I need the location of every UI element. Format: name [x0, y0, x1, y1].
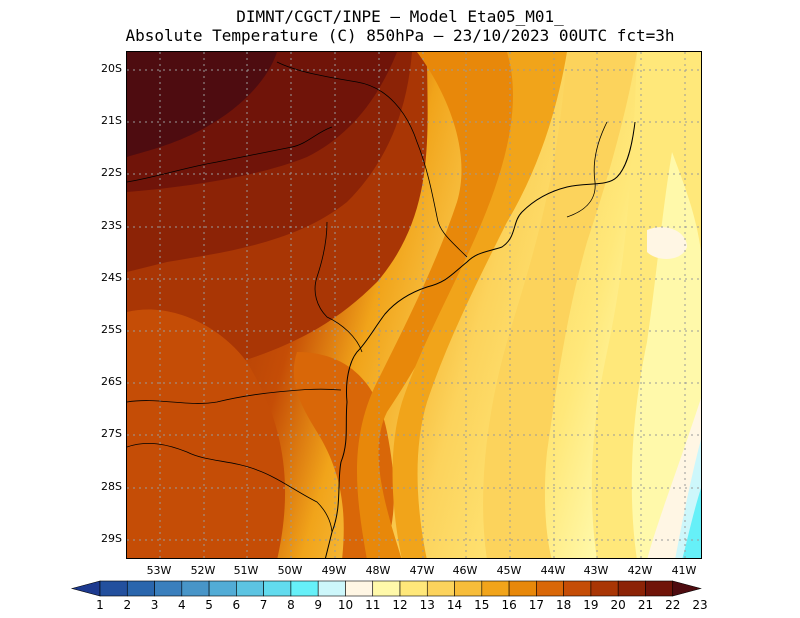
colorbar-label: 22 — [665, 598, 681, 612]
colorbar-swatch — [399, 580, 428, 597]
colorbar-swatch — [99, 580, 128, 597]
colorbar-label: 10 — [337, 598, 354, 612]
state-borders — [127, 61, 608, 533]
colorbar-swatch — [481, 580, 510, 597]
lat-label-29s: 29S — [101, 532, 122, 545]
lon-label-42w: 42W — [627, 564, 653, 577]
lat-label-28s: 28S — [101, 480, 122, 493]
colorbar-arrow-right — [672, 580, 702, 597]
lon-label-50w: 50W — [277, 564, 303, 577]
lon-label-41w: 41W — [671, 564, 697, 577]
contour-20c-sw — [127, 309, 286, 558]
colorbar-swatch — [263, 580, 292, 597]
colorbar-swatch — [317, 580, 346, 597]
colorbar-label: 21 — [637, 598, 654, 612]
colorbar-swatch — [426, 580, 455, 597]
colorbar-label: 15 — [474, 598, 490, 612]
lon-label-52w: 52W — [190, 564, 216, 577]
contour-9c-se — [682, 488, 701, 558]
colorbar-label: 2 — [123, 598, 132, 612]
lon-label-48w: 48W — [365, 564, 391, 577]
lat-label-23s: 23S — [101, 219, 122, 232]
colorbar-label: 8 — [287, 598, 295, 612]
colorbar-label: 19 — [583, 598, 599, 612]
colorbar-label: 23 — [692, 598, 708, 612]
colorbar-swatch — [645, 580, 674, 597]
colorbar-swatch — [508, 580, 537, 597]
contour-11c-patch — [647, 227, 687, 259]
colorbar-swatch — [236, 580, 264, 597]
colorbar-label: 17 — [528, 598, 544, 612]
colorbar-label: 14 — [446, 598, 463, 612]
temperature-field — [127, 52, 701, 558]
colorbar-label: 3 — [150, 598, 159, 612]
lon-label-53w: 53W — [146, 564, 172, 577]
contour-16c — [392, 52, 567, 558]
lat-label-20s: 20S — [101, 62, 122, 75]
temperature-map — [126, 51, 702, 559]
colorbar-swatch — [290, 580, 319, 597]
lat-label-22s: 22S — [101, 166, 122, 179]
colorbar-swatch — [563, 580, 592, 597]
grid-lines — [127, 52, 701, 558]
colorbar-label: 18 — [555, 598, 572, 612]
map-title-line2: Absolute Temperature (C) 850hPa – 23/10/… — [125, 26, 675, 45]
colorbar-label: 7 — [259, 598, 268, 612]
colorbar-swatch — [536, 580, 564, 597]
colorbar-label: 1 — [96, 598, 104, 612]
colorbar-label: 9 — [314, 598, 322, 612]
lon-label-45w: 45W — [496, 564, 522, 577]
colorbar-label: 4 — [177, 598, 186, 612]
colorbar-label: 16 — [501, 598, 517, 612]
colorbar-swatch — [590, 580, 619, 597]
lon-label-51w: 51W — [233, 564, 259, 577]
lon-label-44w: 44W — [540, 564, 566, 577]
lat-label-27s: 27S — [101, 427, 122, 440]
lon-label-47w: 47W — [409, 564, 435, 577]
colorbar-arrow-left — [70, 580, 101, 597]
colorbar-swatch — [617, 580, 646, 597]
colorbar-swatch — [181, 580, 210, 597]
colorbar-swatch — [372, 580, 401, 597]
colorbar-label: 20 — [610, 598, 626, 612]
contour-24c — [127, 52, 277, 157]
contour-14c — [483, 52, 637, 558]
lat-label-24s: 24S — [101, 271, 122, 284]
colorbar-swatch — [154, 580, 183, 597]
lat-label-21s: 21S — [101, 114, 122, 127]
lon-label-49w: 49W — [321, 564, 347, 577]
colorbar-label: 5 — [205, 598, 213, 612]
colorbar-swatch — [126, 580, 155, 597]
colorbar-swatch — [454, 580, 483, 597]
colorbar-label: 6 — [232, 598, 241, 612]
colorbar-label: 12 — [392, 598, 408, 612]
colorbar-label: 13 — [419, 598, 435, 612]
colorbar-swatch — [208, 580, 237, 597]
lon-label-43w: 43W — [583, 564, 609, 577]
lat-label-26s: 26S — [101, 375, 122, 388]
lat-label-25s: 25S — [101, 323, 122, 336]
lon-label-46w: 46W — [452, 564, 478, 577]
colorbar — [70, 580, 702, 597]
colorbar-label: 11 — [365, 598, 381, 612]
map-title-line1: DIMNT/CGCT/INPE – Model Eta05_M01_ — [236, 7, 564, 26]
coastline — [324, 121, 636, 558]
colorbar-swatch — [345, 580, 374, 597]
